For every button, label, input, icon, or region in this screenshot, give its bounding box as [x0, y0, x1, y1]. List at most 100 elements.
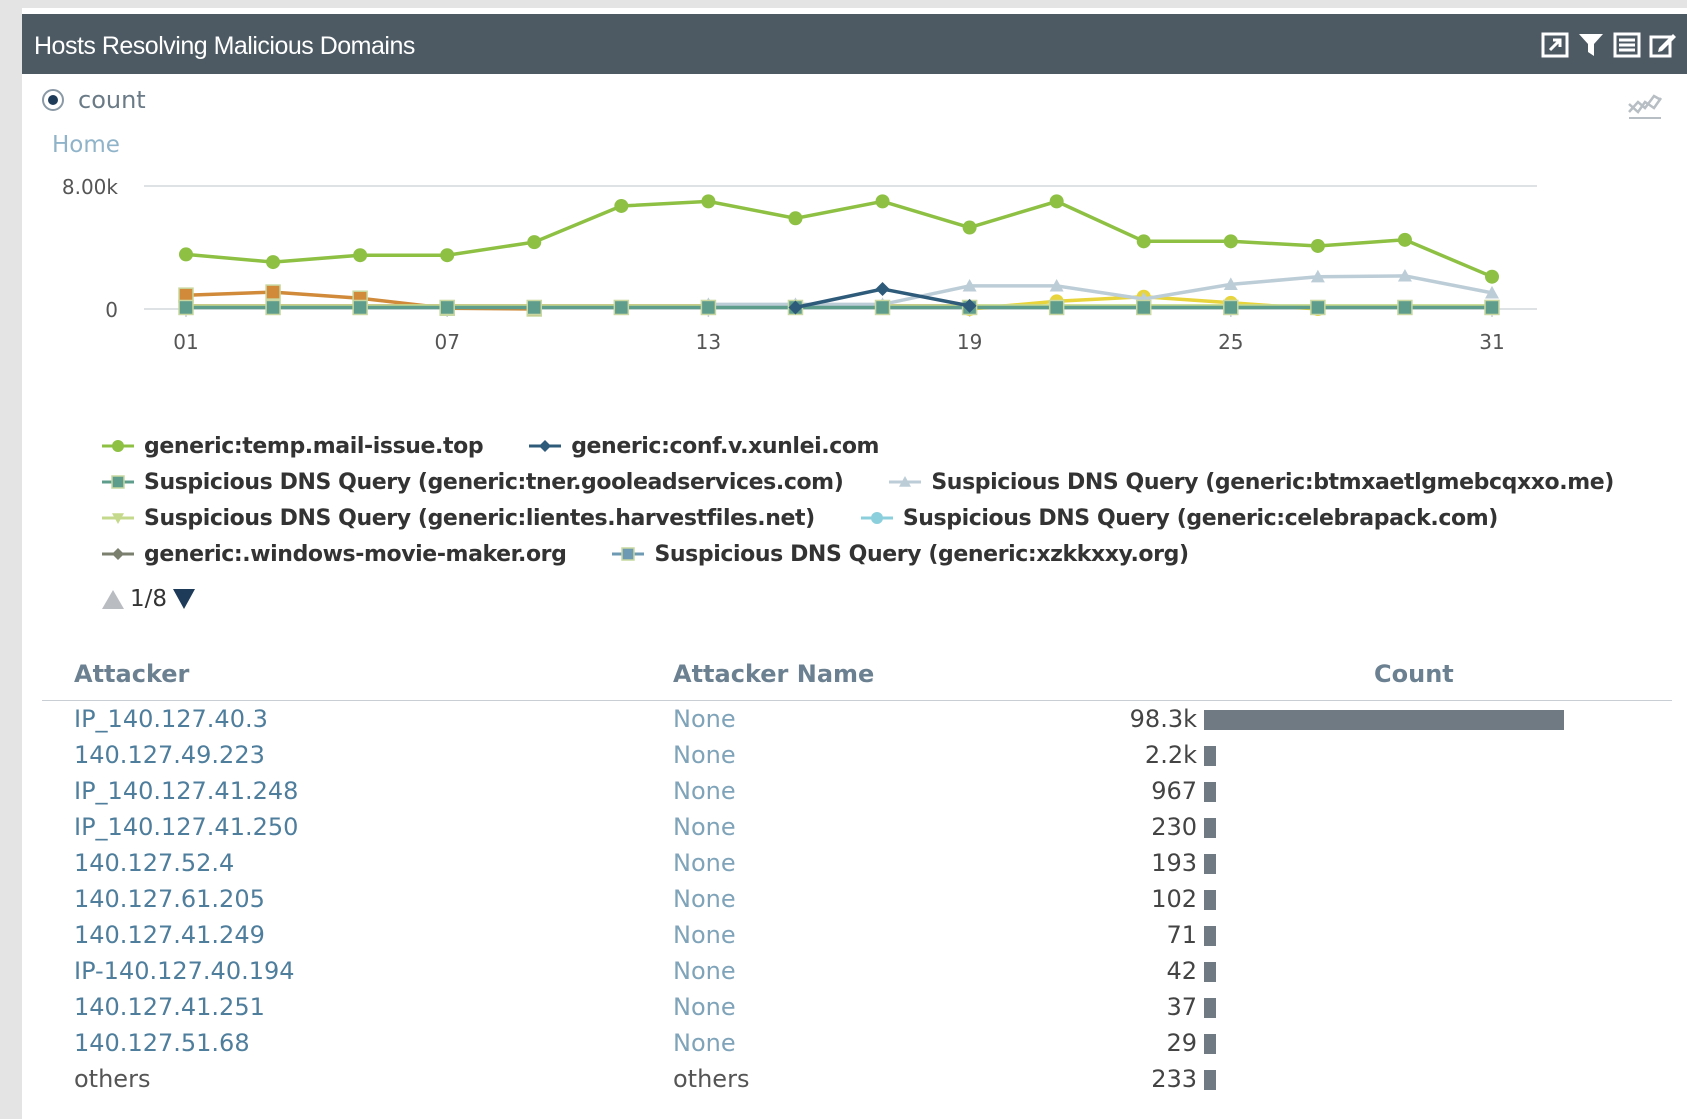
data-point	[1049, 278, 1064, 292]
count-cell: 42	[1166, 957, 1197, 985]
table-row[interactable]: IP-140.127.40.194 None 42	[42, 953, 1672, 989]
legend-label: generic:temp.mail-issue.top	[144, 433, 484, 459]
count-bar	[1204, 962, 1216, 982]
attacker-cell[interactable]: 140.127.41.251	[74, 993, 265, 1021]
count-bar-track	[1204, 1034, 1604, 1054]
legend-marker	[899, 476, 912, 487]
data-point	[265, 299, 281, 316]
legend-row: Suspicious DNS Query (generic:lientes.ha…	[100, 500, 1660, 536]
data-point	[179, 247, 193, 262]
legend-item[interactable]: Suspicious DNS Query (generic:tner.goole…	[100, 470, 844, 495]
count-bar	[1204, 926, 1216, 946]
data-point	[1485, 285, 1499, 299]
attacker-cell[interactable]: IP_140.127.41.248	[74, 777, 299, 805]
attacker-cell[interactable]: 140.127.49.223	[74, 741, 265, 769]
x-tick-label: 31	[1479, 330, 1504, 354]
legend-marker	[112, 440, 124, 452]
attacker-cell[interactable]: 140.127.52.4	[74, 849, 235, 877]
series-line	[185, 199, 1493, 279]
legend-marker	[111, 475, 125, 489]
dashboard-panel: Hosts Resolving Malicious Domains count	[22, 8, 1687, 1119]
data-point	[1310, 238, 1325, 253]
legend-swatch-icon	[102, 513, 134, 524]
legend-marker	[870, 512, 883, 524]
legend-item[interactable]: Suspicious DNS Query (generic:xzkkxxy.or…	[610, 542, 1189, 567]
attacker-cell[interactable]: IP-140.127.40.194	[74, 957, 295, 985]
count-cell: 230	[1151, 813, 1197, 841]
data-point	[1223, 299, 1239, 316]
legend-label: generic:.windows-movie-maker.org	[144, 541, 567, 567]
page-down-icon[interactable]	[171, 587, 197, 611]
count-bar	[1204, 854, 1216, 874]
count-cell: 967	[1151, 777, 1197, 805]
legend-label: Suspicious DNS Query (generic:lientes.ha…	[144, 505, 815, 531]
count-bar-track	[1204, 1070, 1604, 1090]
count-cell: 37	[1166, 993, 1197, 1021]
table-row[interactable]: 140.127.52.4 None 193	[42, 845, 1672, 881]
legend-swatch-icon	[102, 475, 134, 489]
page-up-icon[interactable]	[100, 587, 126, 611]
count-radio[interactable]	[42, 89, 64, 111]
count-bar-track	[1204, 854, 1604, 874]
data-point	[526, 299, 543, 316]
attacker-cell[interactable]: IP_140.127.40.3	[74, 705, 268, 733]
series-3[interactable]	[701, 268, 1499, 310]
legend-label: Suspicious DNS Query (generic:celebrapac…	[902, 505, 1498, 531]
table-row[interactable]: 140.127.51.68 None 29	[42, 1025, 1672, 1061]
series-line	[708, 274, 1493, 307]
list-icon[interactable]	[1613, 32, 1641, 58]
data-point	[614, 198, 629, 213]
count-bar	[1204, 818, 1216, 838]
data-point	[1484, 299, 1500, 316]
series-2[interactable]	[178, 299, 1500, 316]
table-row[interactable]: IP_140.127.41.250 None 230	[42, 809, 1672, 845]
data-point	[440, 248, 455, 263]
expand-icon[interactable]	[1541, 32, 1569, 58]
edit-icon[interactable]	[1649, 32, 1677, 58]
legend-item[interactable]: generic:conf.v.xunlei.com	[527, 434, 879, 459]
data-point	[266, 255, 281, 270]
legend-item[interactable]: Suspicious DNS Query (generic:celebrapac…	[859, 506, 1498, 531]
table-row[interactable]: IP_140.127.40.3 None 98.3k	[42, 701, 1672, 737]
attacker-name-cell: None	[673, 921, 736, 949]
data-point	[788, 300, 803, 315]
data-point	[1485, 269, 1499, 284]
legend-item[interactable]: generic:.windows-movie-maker.org	[100, 541, 567, 567]
legend-item[interactable]: Suspicious DNS Query (generic:lientes.ha…	[100, 506, 815, 531]
count-column-header[interactable]: Count	[1374, 660, 1454, 688]
legend-marker	[112, 513, 124, 524]
data-point	[353, 248, 368, 263]
attacker-column-header[interactable]: Attacker	[74, 660, 190, 688]
table-row[interactable]: 140.127.41.249 None 71	[42, 917, 1672, 953]
table-row[interactable]: 140.127.61.205 None 102	[42, 881, 1672, 917]
legend-item[interactable]: generic:temp.mail-issue.top	[100, 433, 484, 459]
attacker-cell[interactable]: 140.127.41.249	[74, 921, 265, 949]
table-row[interactable]: 140.127.41.251 None 37	[42, 989, 1672, 1025]
attacker-cell[interactable]: IP_140.127.41.250	[74, 813, 299, 841]
attacker-name-cell: None	[673, 849, 736, 877]
table-row[interactable]: others others 233	[42, 1061, 1672, 1097]
count-bar	[1204, 710, 1564, 730]
breadcrumb-home[interactable]: Home	[52, 132, 120, 158]
attacker-name-cell: None	[673, 1029, 736, 1057]
legend-swatch-icon	[102, 548, 134, 560]
count-bar	[1204, 746, 1216, 766]
attacker-name-cell: None	[673, 777, 736, 805]
series-0[interactable]	[179, 194, 1499, 284]
line-chart-icon[interactable]	[1627, 90, 1663, 120]
attacker-cell[interactable]: 140.127.51.68	[74, 1029, 250, 1057]
legend-item[interactable]: Suspicious DNS Query (generic:btmxaetlgm…	[887, 470, 1614, 495]
panel-title: Hosts Resolving Malicious Domains	[34, 32, 415, 60]
count-bar	[1204, 890, 1216, 910]
filter-icon[interactable]	[1577, 32, 1605, 58]
y-tick-label: 8.00k	[62, 175, 119, 199]
table-row[interactable]: 140.127.49.223 None 2.2k	[42, 737, 1672, 773]
count-cell: 71	[1166, 921, 1197, 949]
line-chart: 0 8.00k 01 07 13 19 25 31	[62, 175, 1537, 354]
count-bar	[1204, 1034, 1216, 1054]
attacker-name-column-header[interactable]: Attacker Name	[673, 660, 875, 688]
x-tick-label: 19	[957, 330, 982, 354]
table-row[interactable]: IP_140.127.41.248 None 967	[42, 773, 1672, 809]
attacker-cell[interactable]: 140.127.61.205	[74, 885, 265, 913]
series-1[interactable]	[788, 282, 977, 315]
